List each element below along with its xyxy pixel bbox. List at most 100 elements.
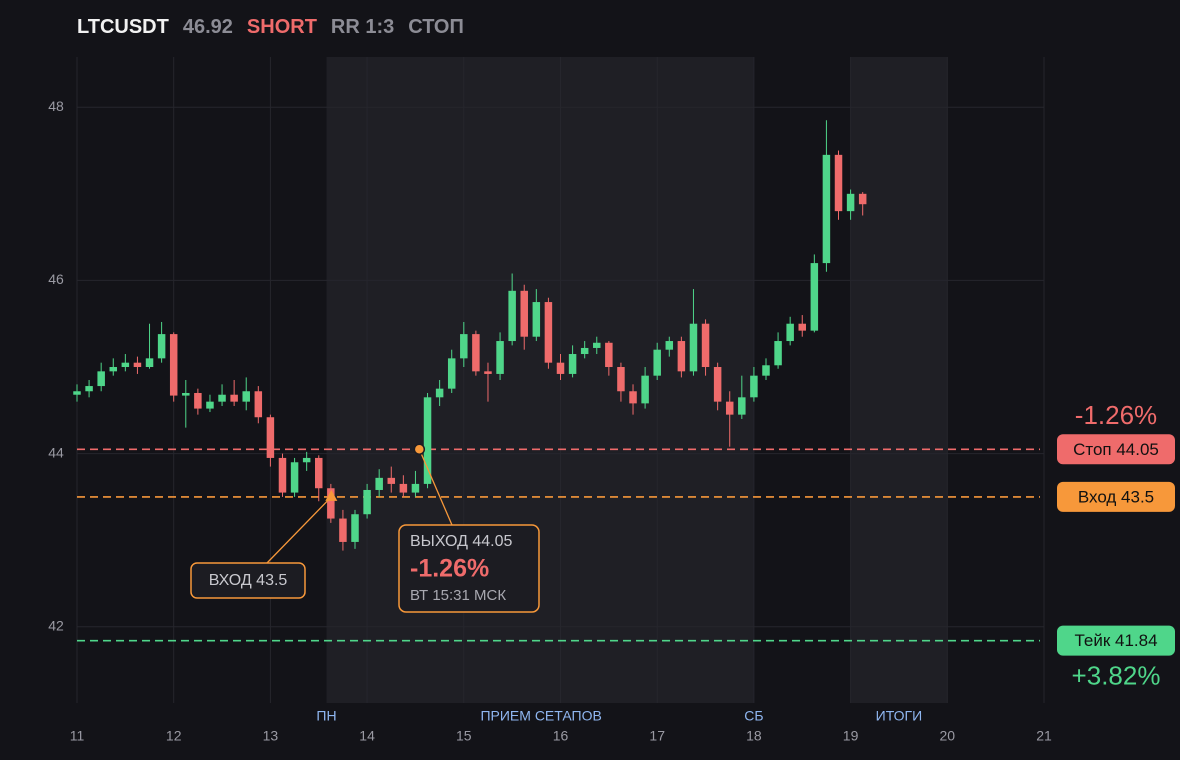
candle-body — [472, 334, 480, 372]
candle-body — [701, 323, 710, 368]
candle-body — [725, 401, 734, 415]
x-tick-label: 21 — [1036, 728, 1052, 744]
level-label: Вход 43.5 — [1078, 487, 1154, 506]
candle-body — [786, 323, 794, 342]
y-tick-label: 42 — [48, 617, 64, 633]
entry-label: ВХОД 43.5 — [209, 572, 288, 589]
session-label: ПН — [316, 708, 336, 724]
header: LTCUSDT 46.92 SHORT RR 1:3 СТОП — [77, 16, 464, 39]
candle-body — [544, 302, 553, 363]
candle-body — [846, 193, 855, 212]
candle-body — [97, 371, 105, 387]
rr: RR 1:3 — [330, 16, 395, 38]
candle-body — [774, 341, 782, 366]
candle-body — [858, 193, 867, 205]
level-label: Тейк 41.84 — [1074, 631, 1157, 650]
entry-marker — [325, 489, 338, 501]
candle-body — [580, 347, 589, 355]
symbol: LTCUSDT — [77, 16, 169, 38]
candle-body — [556, 362, 565, 374]
candle-body — [689, 323, 698, 372]
candle-body — [157, 334, 166, 359]
candle-body — [460, 334, 468, 359]
y-tick-label: 48 — [48, 98, 64, 114]
candle-body — [484, 371, 492, 374]
candle-body — [532, 302, 541, 337]
candle-body — [520, 290, 528, 337]
candle-body — [593, 342, 601, 348]
candle-body — [85, 386, 93, 392]
candle-body — [653, 349, 661, 376]
candle-body — [677, 341, 686, 372]
candle-body — [617, 367, 625, 392]
candle-body — [834, 154, 843, 212]
session-band — [850, 57, 948, 703]
candle-body — [411, 483, 420, 493]
exit-box — [398, 524, 540, 613]
candle-body — [810, 263, 819, 331]
x-tick-label: 17 — [649, 728, 665, 744]
take-pct: +3.82% — [1072, 661, 1161, 691]
candle-body — [218, 394, 226, 402]
candle-body — [109, 367, 118, 372]
y-tick-label: 44 — [48, 444, 64, 460]
x-tick-label: 13 — [263, 728, 279, 744]
candle-body — [351, 514, 359, 542]
candle-body — [738, 397, 746, 415]
x-tick-label: 19 — [843, 728, 859, 744]
candle-body — [447, 358, 456, 389]
candle-body — [169, 334, 178, 396]
entry-box — [190, 562, 306, 599]
exit-connector — [418, 449, 453, 526]
stop-pct: -1.26% — [1075, 400, 1157, 430]
session-label: ПРИЕМ СЕТАПОВ — [480, 708, 601, 724]
candle-body — [713, 367, 722, 402]
candle-body — [387, 477, 396, 484]
y-tick-label: 46 — [48, 271, 64, 287]
candle-body — [278, 457, 287, 493]
candle-body — [568, 354, 577, 374]
candle-body — [133, 362, 142, 368]
candle-body — [182, 392, 190, 396]
candle-body — [375, 477, 383, 490]
session-band — [326, 57, 754, 703]
x-tick-label: 16 — [553, 728, 569, 744]
candle-body — [230, 394, 238, 402]
candle-body — [435, 388, 444, 398]
x-tick-label: 15 — [456, 728, 472, 744]
candle-body — [327, 488, 335, 519]
candle-body — [641, 375, 649, 404]
candle-body — [73, 391, 81, 395]
candle-body — [254, 391, 263, 418]
candle-body — [496, 341, 504, 374]
x-tick-label: 14 — [359, 728, 375, 744]
candle-body — [750, 375, 758, 398]
candle-body — [363, 489, 371, 515]
level-label: Стоп 44.05 — [1073, 440, 1159, 459]
candle-body — [798, 323, 806, 331]
candle-body — [605, 342, 613, 368]
candle-body — [423, 397, 432, 484]
level-badge — [1057, 625, 1175, 656]
candle-body — [665, 341, 674, 350]
exit-time: ВТ 15:31 МСК — [410, 587, 506, 604]
x-tick-label: 18 — [746, 728, 762, 744]
x-tick-label: 20 — [940, 728, 956, 744]
price: 46.92 — [182, 16, 233, 38]
candle-body — [206, 401, 214, 409]
entry-connector — [266, 496, 332, 564]
x-tick-label: 12 — [166, 728, 182, 744]
candle-body — [629, 391, 637, 404]
session-label: ИТОГИ — [876, 708, 923, 724]
x-tick-label: 11 — [70, 728, 85, 744]
exit-pct: -1.26% — [410, 555, 489, 583]
candle-body — [822, 154, 831, 264]
candle-body — [302, 457, 311, 463]
candle-body — [290, 462, 299, 493]
session-label: СБ — [744, 708, 763, 724]
exit-marker — [413, 443, 426, 456]
status: СТОП — [408, 16, 464, 38]
candle-body — [194, 392, 202, 409]
